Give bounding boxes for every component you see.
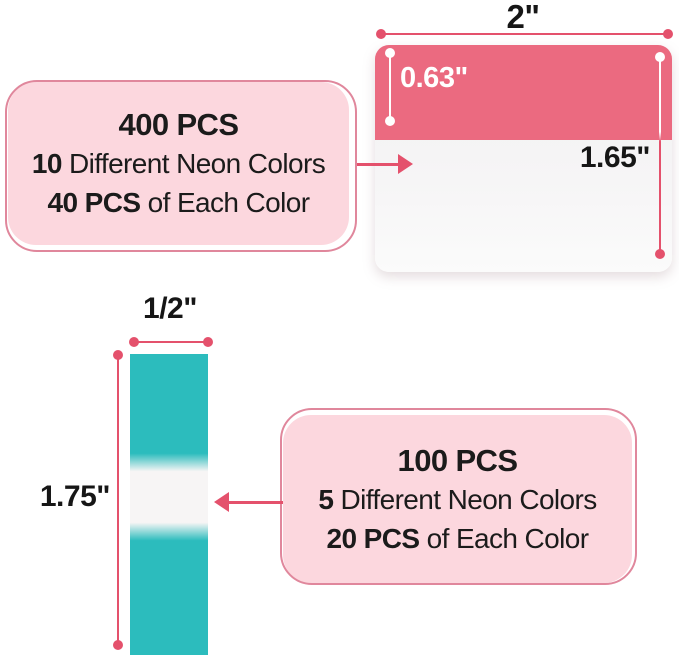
note-width-label: 2" xyxy=(506,0,541,35)
note-height-label: 1.65" xyxy=(579,141,651,174)
dim-dot xyxy=(655,52,665,62)
note-header-height-label: 0.63" xyxy=(400,62,468,94)
dim-dot xyxy=(663,29,673,39)
callout-text: Different Neon Colors xyxy=(61,148,326,179)
callout-line: 40 PCS of Each Color xyxy=(47,183,311,222)
callout-line: 20 PCS of Each Color xyxy=(326,519,590,558)
arrow-to-tab-shaft xyxy=(228,501,283,504)
dim-dot xyxy=(385,116,395,126)
index-tab-illustration xyxy=(130,354,208,655)
callout-line: 400 PCS xyxy=(118,107,239,142)
note-header-dim-line xyxy=(389,53,391,121)
callout-100pcs: 100 PCS 5 Different Neon Colors 20 PCS o… xyxy=(280,408,637,585)
callout-line: 10 Different Neon Colors xyxy=(31,144,326,183)
callout-count: 5 xyxy=(318,483,334,515)
callout-text: Different Neon Colors xyxy=(333,483,598,515)
tab-width-dim-line xyxy=(134,341,208,343)
dim-dot xyxy=(113,640,123,650)
callout-400pcs: 400 PCS 10 Different Neon Colors 40 PCS … xyxy=(5,80,357,252)
callout-count: 20 PCS xyxy=(326,522,421,554)
callout-line: 100 PCS xyxy=(397,442,518,478)
tab-height-label: 1.75" xyxy=(39,480,111,513)
callout-count: 40 PCS xyxy=(47,187,142,218)
sticky-note-header xyxy=(375,45,672,140)
note-height-dim-line xyxy=(659,57,661,254)
callout-text: of Each Color xyxy=(419,522,589,554)
arrow-to-note-head xyxy=(398,154,413,174)
tab-height-dim-line xyxy=(117,355,119,645)
note-width-dim-line xyxy=(381,33,668,35)
arrow-to-note-shaft xyxy=(357,163,402,166)
dim-dot xyxy=(655,249,665,259)
dim-dot xyxy=(113,350,123,360)
dim-dot xyxy=(129,337,139,347)
dim-dot xyxy=(385,48,395,58)
arrow-to-tab-head xyxy=(214,492,229,512)
sticky-note-illustration xyxy=(375,45,672,272)
callout-text: of Each Color xyxy=(140,187,310,218)
tab-width-label: 1/2" xyxy=(143,292,197,325)
dim-dot xyxy=(376,29,386,39)
dim-dot xyxy=(203,337,213,347)
callout-count: 10 xyxy=(31,148,63,179)
callout-line: 5 Different Neon Colors xyxy=(318,480,598,519)
